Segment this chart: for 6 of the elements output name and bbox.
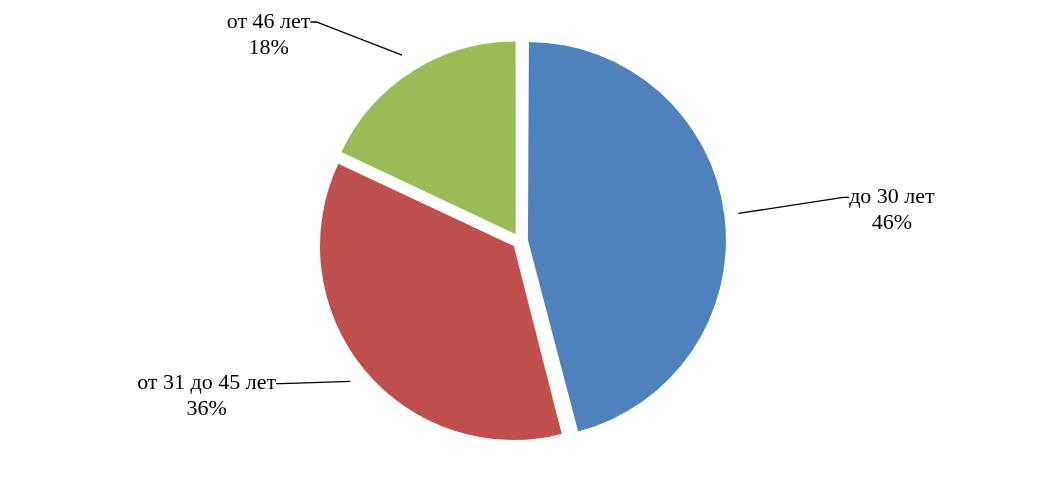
slice-label: до 30 лет — [849, 183, 936, 209]
data-label: 18% — [248, 33, 289, 59]
slice-label: от 46 лет — [226, 7, 311, 33]
data-label: 46% — [871, 209, 913, 235]
data-label: 36% — [186, 395, 227, 421]
slice-label: от 31 до 45 лет — [137, 369, 277, 395]
